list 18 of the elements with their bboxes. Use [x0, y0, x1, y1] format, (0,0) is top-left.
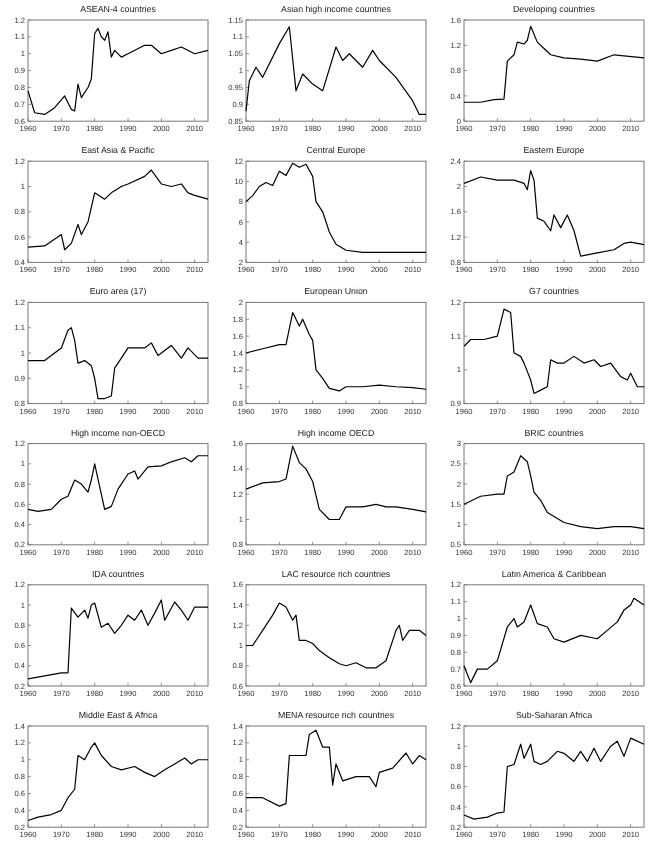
line-series [27, 327, 209, 400]
line-series [27, 599, 209, 680]
line-series [463, 737, 645, 820]
line-series [245, 26, 427, 116]
line-series [463, 170, 645, 257]
line-series [27, 742, 209, 822]
line-series [245, 445, 427, 521]
line-series [463, 455, 645, 530]
line-series [463, 308, 645, 395]
line-series [27, 169, 209, 251]
line-series [27, 27, 209, 116]
line-series [245, 311, 427, 392]
line-series [245, 729, 427, 807]
line-series [27, 455, 209, 512]
line-series [463, 597, 645, 684]
line-series [245, 602, 427, 669]
line-series [463, 25, 645, 103]
line-series [245, 162, 427, 253]
